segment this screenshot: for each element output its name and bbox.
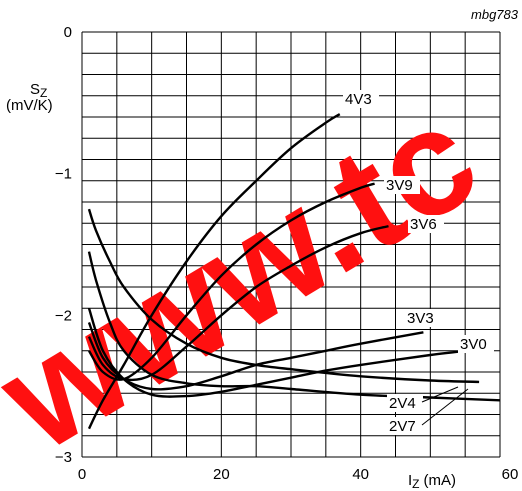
watermark-text: www.tc [0, 71, 504, 483]
x-axis-label: IZ (mA) [408, 472, 456, 491]
x-tick-label: 0 [78, 466, 86, 483]
figure-reference: mbg783 [471, 7, 519, 22]
series-label-background [408, 215, 444, 233]
series-label-2v7: 2V7 [389, 418, 416, 435]
series-label-background [405, 309, 441, 327]
series-label-background [384, 176, 420, 194]
series-line-3v3 [87, 321, 424, 391]
y-axis-label: SZ [30, 81, 47, 100]
series-label-background [387, 394, 423, 412]
leader-line-2v4 [421, 386, 459, 403]
series-label-background [387, 417, 423, 435]
leader-line-2v7 [421, 388, 469, 426]
series-line-4v3 [87, 113, 341, 430]
y-axis-unit: (mV/K) [6, 97, 53, 114]
series-line-3v9 [87, 182, 375, 381]
y-tick-label: −2 [55, 307, 72, 324]
y-tick-label: −3 [55, 449, 72, 466]
series-line-3v0 [87, 307, 480, 398]
series-label-4v3: 4V3 [345, 91, 372, 108]
series-line-2v4 [87, 208, 480, 384]
series-label-background [343, 90, 379, 108]
series-line-2v7 [87, 251, 501, 402]
series-label-3v3: 3V3 [407, 310, 434, 327]
y-tick-label: −1 [55, 166, 72, 183]
series-label-background [458, 335, 494, 353]
x-tick-label: 60 [502, 466, 519, 483]
x-tick-label: 40 [352, 466, 369, 483]
series-label-2v4: 2V4 [389, 395, 416, 412]
series-line-3v6 [87, 224, 389, 382]
y-tick-label: 0 [64, 24, 72, 41]
series-label-3v6: 3V6 [410, 216, 437, 233]
x-tick-label: 20 [213, 466, 230, 483]
series-label-3v0: 3V0 [460, 336, 487, 353]
series-label-3v9: 3V9 [386, 177, 413, 194]
series-group [87, 113, 501, 430]
